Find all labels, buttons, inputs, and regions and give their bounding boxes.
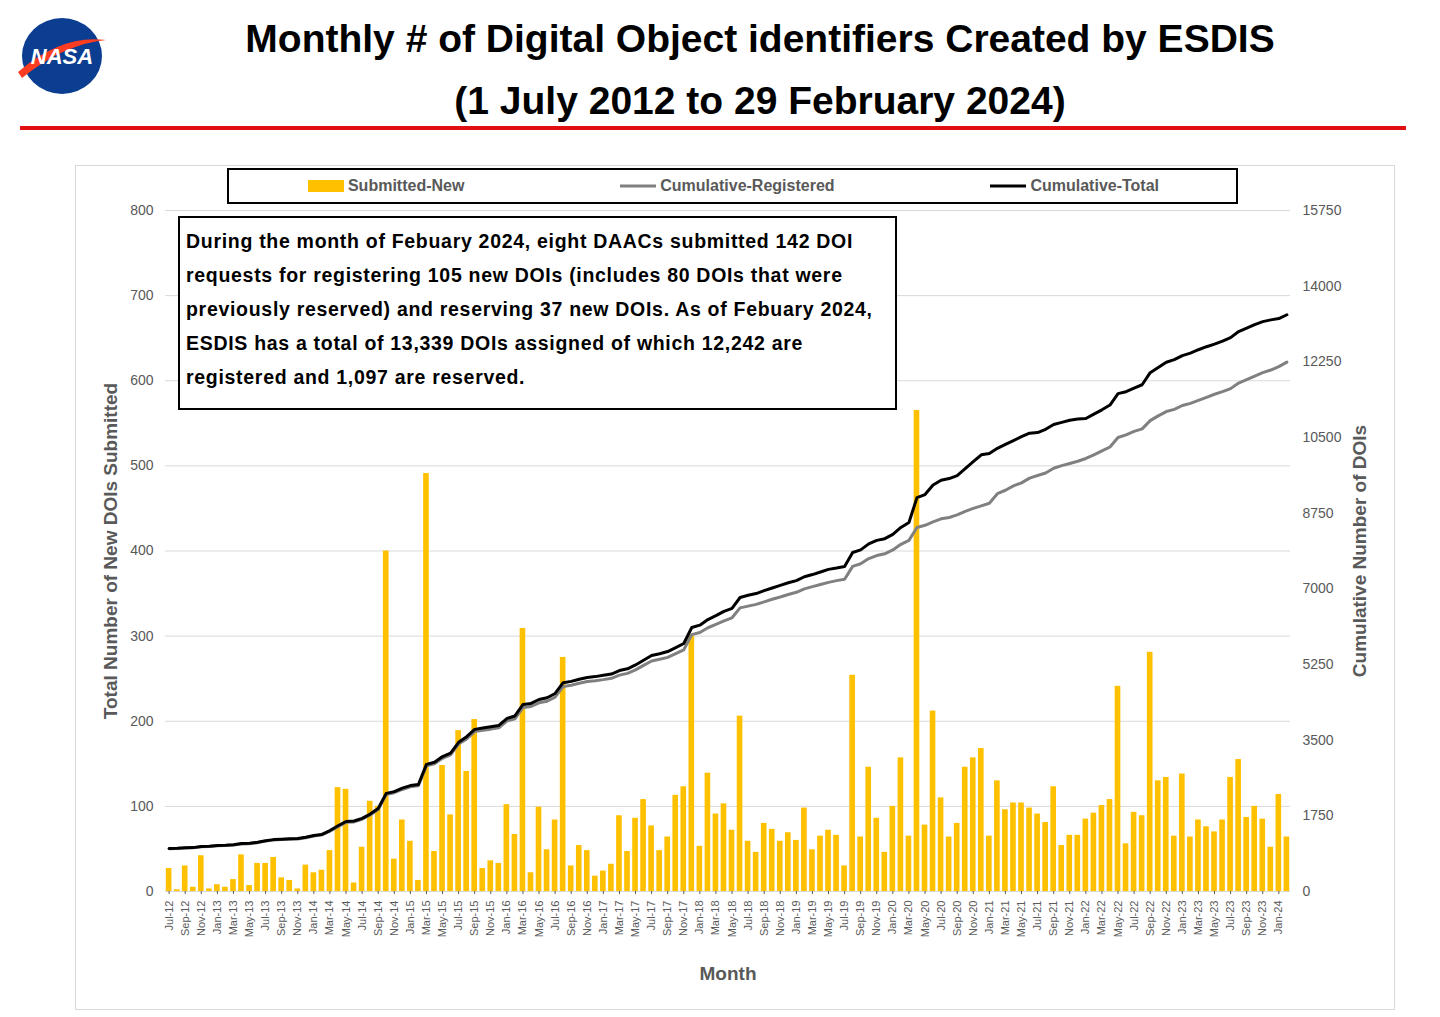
svg-text:Jan-13: Jan-13 [211, 901, 223, 935]
svg-text:Nov-15: Nov-15 [484, 901, 496, 936]
html-text:Monthly # of Digital Object id: Monthly # of Digital Object identifiers … [245, 17, 1275, 60]
svg-text:Jan-22: Jan-22 [1079, 901, 1091, 935]
svg-text:Jan-14: Jan-14 [307, 901, 319, 935]
svg-text:Jan-20: Jan-20 [886, 901, 898, 935]
svg-text:Jan-23: Jan-23 [1176, 901, 1188, 935]
svg-text:Jul-18: Jul-18 [742, 901, 754, 931]
svg-text:Jul-13: Jul-13 [259, 901, 271, 931]
svg-text:12250: 12250 [1303, 353, 1342, 369]
svg-text:Jul-22: Jul-22 [1128, 901, 1140, 931]
svg-text:Jul-23: Jul-23 [1224, 901, 1236, 931]
svg-text:Cumulative Number of DOIs: Cumulative Number of DOIs [1349, 425, 1370, 677]
svg-text:Jul-19: Jul-19 [838, 901, 850, 931]
svg-text:Jan-18: Jan-18 [693, 901, 705, 935]
svg-text:Jul-16: Jul-16 [549, 901, 561, 931]
svg-text:Nov-14: Nov-14 [388, 901, 400, 936]
svg-text:Mar-22: Mar-22 [1095, 901, 1107, 936]
svg-text:400: 400 [130, 542, 154, 558]
svg-text:Sep-17: Sep-17 [661, 901, 673, 936]
svg-text:700: 700 [130, 287, 154, 303]
svg-text:Sep-19: Sep-19 [854, 901, 866, 936]
svg-text:Sep-12: Sep-12 [179, 901, 191, 936]
svg-text:Sep-16: Sep-16 [565, 901, 577, 936]
svg-text:Mar-17: Mar-17 [613, 901, 625, 936]
svg-text:Nov-21: Nov-21 [1063, 901, 1075, 936]
svg-text:Jul-21: Jul-21 [1031, 901, 1043, 931]
svg-text:100: 100 [130, 798, 154, 814]
svg-text:May-21: May-21 [1015, 901, 1027, 938]
svg-text:Jan-21: Jan-21 [983, 901, 995, 935]
svg-text:Total Number of New DOIs Submi: Total Number of New DOIs Submitted [100, 383, 121, 719]
svg-text:Mar-16: Mar-16 [516, 901, 528, 936]
svg-text:May-13: May-13 [243, 901, 255, 938]
svg-text:Sep-23: Sep-23 [1240, 901, 1252, 936]
svg-text:Mar-21: Mar-21 [999, 901, 1011, 936]
svg-text:0: 0 [146, 883, 154, 899]
svg-text:Nov-18: Nov-18 [774, 901, 786, 936]
svg-text:Sep-22: Sep-22 [1144, 901, 1156, 936]
svg-text:Mar-15: Mar-15 [420, 901, 432, 936]
svg-text:Jul-20: Jul-20 [935, 901, 947, 931]
svg-text:Month: Month [700, 963, 757, 984]
svg-text:Jul-14: Jul-14 [356, 901, 368, 931]
svg-text:Nov-20: Nov-20 [967, 901, 979, 936]
svg-text:May-22: May-22 [1112, 901, 1124, 938]
html-text:(1 July 2012 to 29 February 20: (1 July 2012 to 29 February 2024) [454, 79, 1066, 122]
svg-text:Nov-12: Nov-12 [195, 901, 207, 936]
html-text:Submitted-New: Submitted-New [347, 177, 465, 194]
svg-text:Sep-13: Sep-13 [275, 901, 287, 936]
svg-text:Nov-13: Nov-13 [291, 901, 303, 936]
svg-text:800: 800 [130, 202, 154, 218]
svg-text:Jul-12: Jul-12 [163, 901, 175, 931]
svg-text:Jul-17: Jul-17 [645, 901, 657, 931]
svg-text:May-17: May-17 [629, 901, 641, 938]
svg-text:Jan-16: Jan-16 [500, 901, 512, 935]
svg-text:500: 500 [130, 457, 154, 473]
svg-text:Jan-24: Jan-24 [1272, 901, 1284, 935]
svg-text:Nov-19: Nov-19 [870, 901, 882, 936]
svg-text:Mar-14: Mar-14 [323, 901, 335, 936]
svg-text:Sep-15: Sep-15 [468, 901, 480, 936]
svg-text:Jan-15: Jan-15 [404, 901, 416, 935]
svg-text:May-16: May-16 [533, 901, 545, 938]
svg-text:Sep-20: Sep-20 [951, 901, 963, 936]
svg-text:Mar-19: Mar-19 [806, 901, 818, 936]
html-text:During the month of Febuary 20: During the month of Febuary 2024, eight … [186, 230, 873, 388]
svg-text:Nov-23: Nov-23 [1256, 901, 1268, 936]
svg-text:May-19: May-19 [822, 901, 834, 938]
svg-text:7000: 7000 [1303, 580, 1334, 596]
svg-text:Sep-14: Sep-14 [372, 901, 384, 936]
svg-text:May-15: May-15 [436, 901, 448, 938]
svg-text:300: 300 [130, 628, 154, 644]
svg-text:Jul-15: Jul-15 [452, 901, 464, 931]
svg-text:May-18: May-18 [726, 901, 738, 938]
svg-text:15750: 15750 [1303, 202, 1342, 218]
svg-text:10500: 10500 [1303, 429, 1342, 445]
html-text:Cumulative-Total: Cumulative-Total [1030, 177, 1159, 194]
svg-text:Nov-22: Nov-22 [1160, 901, 1172, 936]
svg-text:Nov-16: Nov-16 [581, 901, 593, 936]
svg-text:Jan-17: Jan-17 [597, 901, 609, 935]
svg-text:May-23: May-23 [1208, 901, 1220, 938]
svg-text:1750: 1750 [1303, 807, 1334, 823]
svg-text:14000: 14000 [1303, 278, 1342, 294]
svg-text:0: 0 [1303, 883, 1311, 899]
svg-text:200: 200 [130, 713, 154, 729]
svg-text:Sep-21: Sep-21 [1047, 901, 1059, 936]
html-text:Cumulative-Registered: Cumulative-Registered [660, 177, 835, 194]
svg-text:5250: 5250 [1303, 656, 1334, 672]
svg-text:Jan-19: Jan-19 [790, 901, 802, 935]
svg-text:3500: 3500 [1303, 732, 1334, 748]
svg-text:Mar-20: Mar-20 [902, 901, 914, 936]
svg-text:Mar-13: Mar-13 [227, 901, 239, 936]
svg-text:Sep-18: Sep-18 [758, 901, 770, 936]
svg-text:8750: 8750 [1303, 505, 1334, 521]
svg-text:NASA: NASA [31, 44, 93, 69]
svg-text:Mar-23: Mar-23 [1192, 901, 1204, 936]
svg-text:Nov-17: Nov-17 [677, 901, 689, 936]
svg-text:May-20: May-20 [919, 901, 931, 938]
svg-text:Mar-18: Mar-18 [709, 901, 721, 936]
svg-text:600: 600 [130, 372, 154, 388]
svg-text:May-14: May-14 [340, 901, 352, 938]
